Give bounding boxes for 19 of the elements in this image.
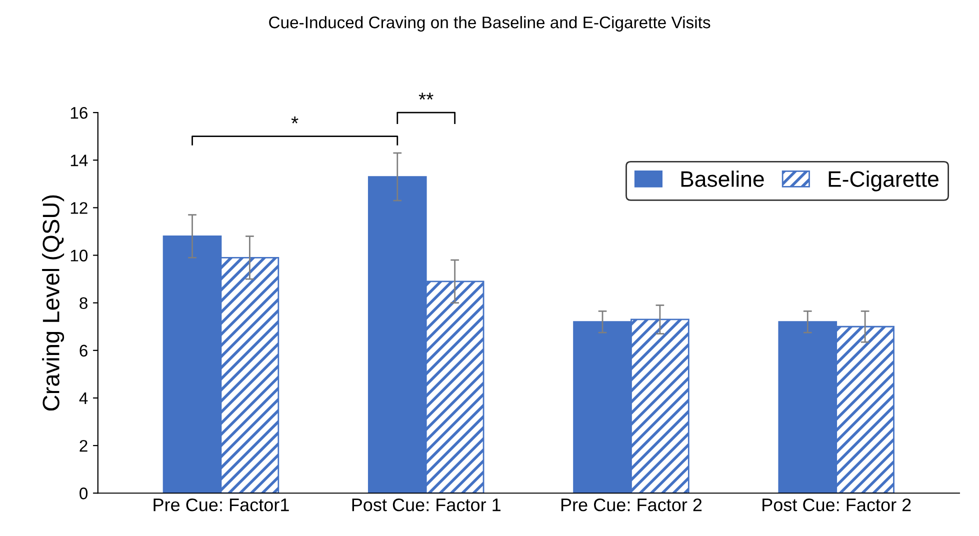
x-tick-label: Post Cue: Factor 2: [762, 498, 911, 512]
x-tick-label: Pre Cue: Factor1: [154, 498, 289, 512]
y-axis-title: Craving Level (QSU): [42, 195, 64, 411]
y-tick-label: 8: [80, 297, 88, 310]
y-tick-label: 2: [80, 440, 88, 452]
x-tick-label: Pre Cue: Factor 2: [561, 498, 702, 512]
legend-label: E-Cigarette: [828, 170, 938, 192]
annotation: *: [291, 116, 298, 124]
y-tick-label: 12: [70, 202, 88, 214]
y-tick-label: 0: [80, 488, 88, 500]
text: **: [418, 92, 434, 100]
y-tick-label: 16: [70, 106, 88, 119]
y-tick-label: 14: [70, 154, 88, 166]
x-tick-label: Post Cue: Factor 1: [352, 498, 500, 512]
legend-label: Baseline: [681, 170, 764, 187]
chart-title: Cue-Induced Craving on the Baseline and E-Cigarette Visits: [269, 16, 710, 32]
y-tick-label: 6: [80, 344, 88, 357]
y-tick-label: 4: [79, 392, 88, 404]
y-tick-label: 10: [70, 250, 88, 262]
